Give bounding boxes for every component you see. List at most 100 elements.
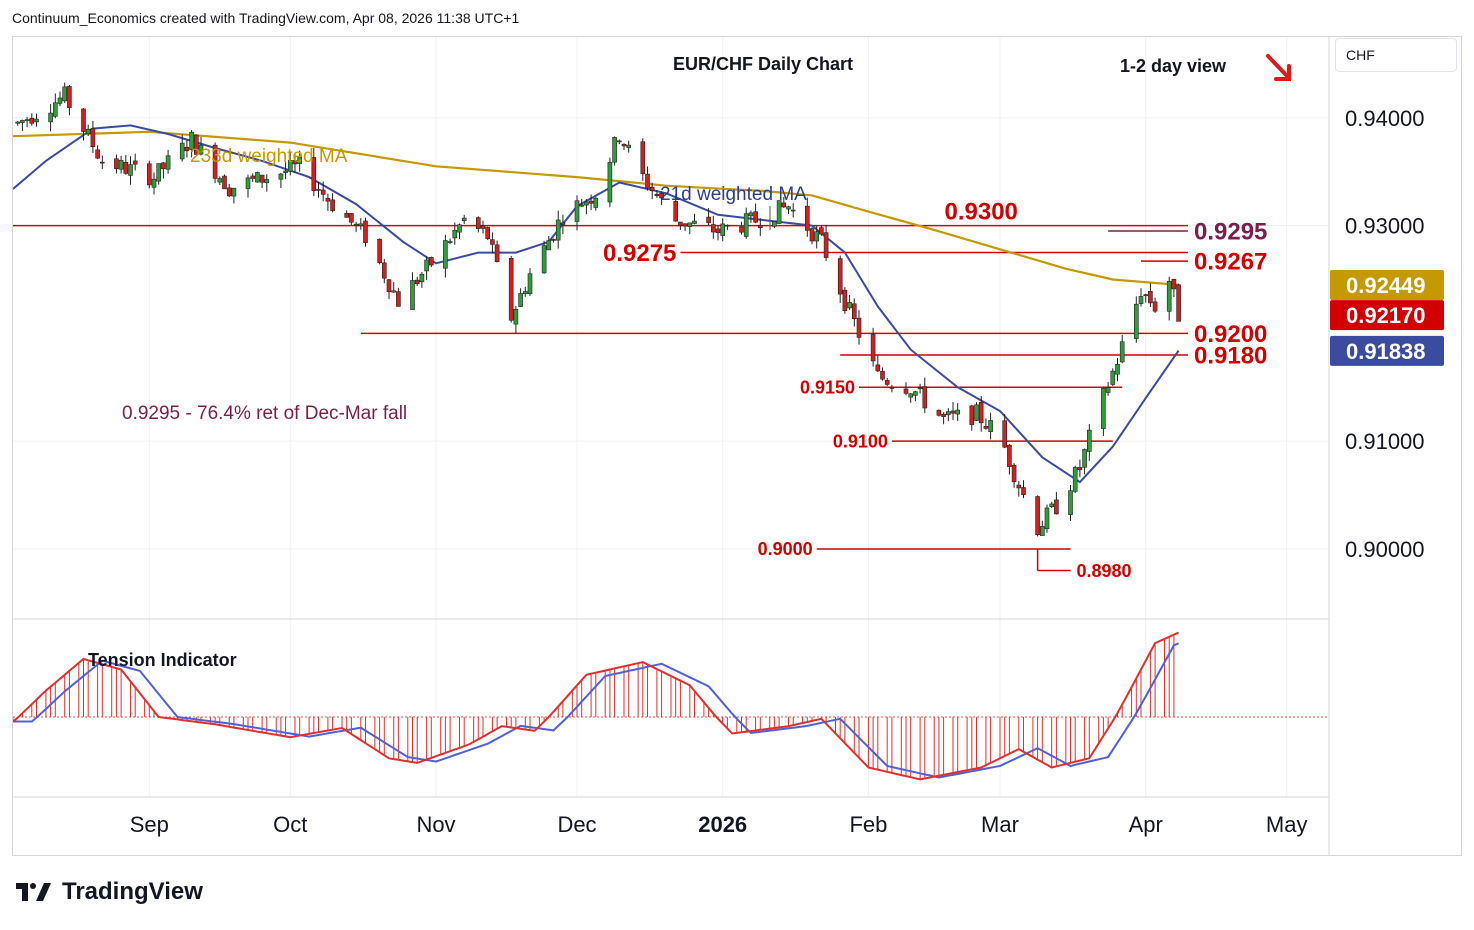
candle-body-up [457,224,462,233]
candle-body-down [114,158,119,170]
candle-body-up [424,259,429,272]
candle [363,217,368,247]
candle-body-up [612,136,617,163]
candle-body-up [790,209,796,212]
candle-body-down [1077,467,1083,471]
candle-body-down [292,160,298,165]
candle-body-up [748,212,754,217]
price-badge-bg [1330,300,1444,331]
candle-body-down [320,189,326,195]
candle-body-down [381,262,387,279]
candle [424,256,429,281]
currency-selector[interactable]: CHF [1335,38,1457,72]
level-label: 0.9267 [1194,249,1267,276]
price-badge-bg [1330,335,1444,366]
candle [396,287,401,307]
candle [1035,495,1040,537]
candle-body-up [786,206,791,210]
candle-body-down [222,175,227,190]
candle [330,193,335,213]
candle [259,174,265,189]
candle [555,210,561,249]
chart-frame [12,36,1462,856]
level-label: 0.9000 [758,539,813,559]
candle [508,255,514,323]
arrow-head [1274,64,1291,81]
candle-body-down [903,388,909,394]
candle-body-up [217,178,223,183]
candle-body-down [950,410,956,414]
candle [1115,358,1120,382]
candle-body-down [1002,420,1008,448]
candle-body-up [1134,303,1139,339]
candle [414,276,420,287]
ma21-label: 21d weighted MA [660,184,807,205]
candle [128,156,133,185]
time-tick-label: Oct [273,812,307,837]
candle [184,140,190,158]
candle [823,224,829,261]
ma233-series-line [13,130,1179,286]
candle [837,255,843,304]
candle [447,238,453,244]
level-label: 0.8980 [1077,561,1132,581]
ma21-line [13,124,1180,484]
candle [264,174,270,192]
candle-body-down [715,228,721,233]
candle-body-up [48,112,53,123]
candle [349,213,354,227]
candle [461,214,467,224]
candle-body-down [1143,294,1148,296]
candle [34,113,39,127]
candle-body-down [649,186,655,192]
candle-body-down [819,227,824,235]
candle [678,221,683,230]
candle [917,383,923,394]
candle [1082,448,1087,475]
candle [978,395,984,432]
candle [1021,480,1026,499]
candle-body-up [231,187,237,197]
candle [1040,520,1045,536]
candle [640,138,646,181]
candle [682,223,688,231]
candle [480,220,486,234]
candle [842,287,848,314]
candle-body-down [781,202,787,208]
candle [67,84,72,116]
candle [706,208,711,226]
candle-body-up [607,162,613,203]
time-tick-label: Apr [1129,812,1163,837]
candle [945,408,951,422]
candle-body-down [490,239,495,245]
candle [114,154,119,174]
candle [654,190,660,198]
tension-histogram [13,634,1175,780]
level-label: 0.9150 [800,378,855,398]
candle-body-up [1049,503,1054,507]
candle-body-down [316,189,321,191]
candle-body-down [1007,444,1012,467]
tradingview-logo[interactable]: TradingView [14,878,203,906]
time-tick-label: Nov [416,812,455,837]
candle-body-up [1044,507,1050,530]
candle [936,409,942,417]
candle-body-down [475,217,481,229]
candle-body-down [884,380,890,385]
candle-body-up [584,201,589,206]
candle-body-down [551,239,556,241]
candle-body-up [527,273,533,295]
candle-body-up [353,223,359,226]
candle-body-down [804,205,810,231]
candle [776,200,782,224]
candle-body-up [593,197,599,208]
candle [809,227,815,245]
candle [316,182,321,198]
level-0-9180: 0.9180 [840,342,1267,369]
level-label: 0.9100 [833,431,888,451]
candle-body-down [1035,496,1040,535]
candle [870,327,876,367]
candle-body-up [546,240,552,251]
candle-body-up [20,120,25,123]
